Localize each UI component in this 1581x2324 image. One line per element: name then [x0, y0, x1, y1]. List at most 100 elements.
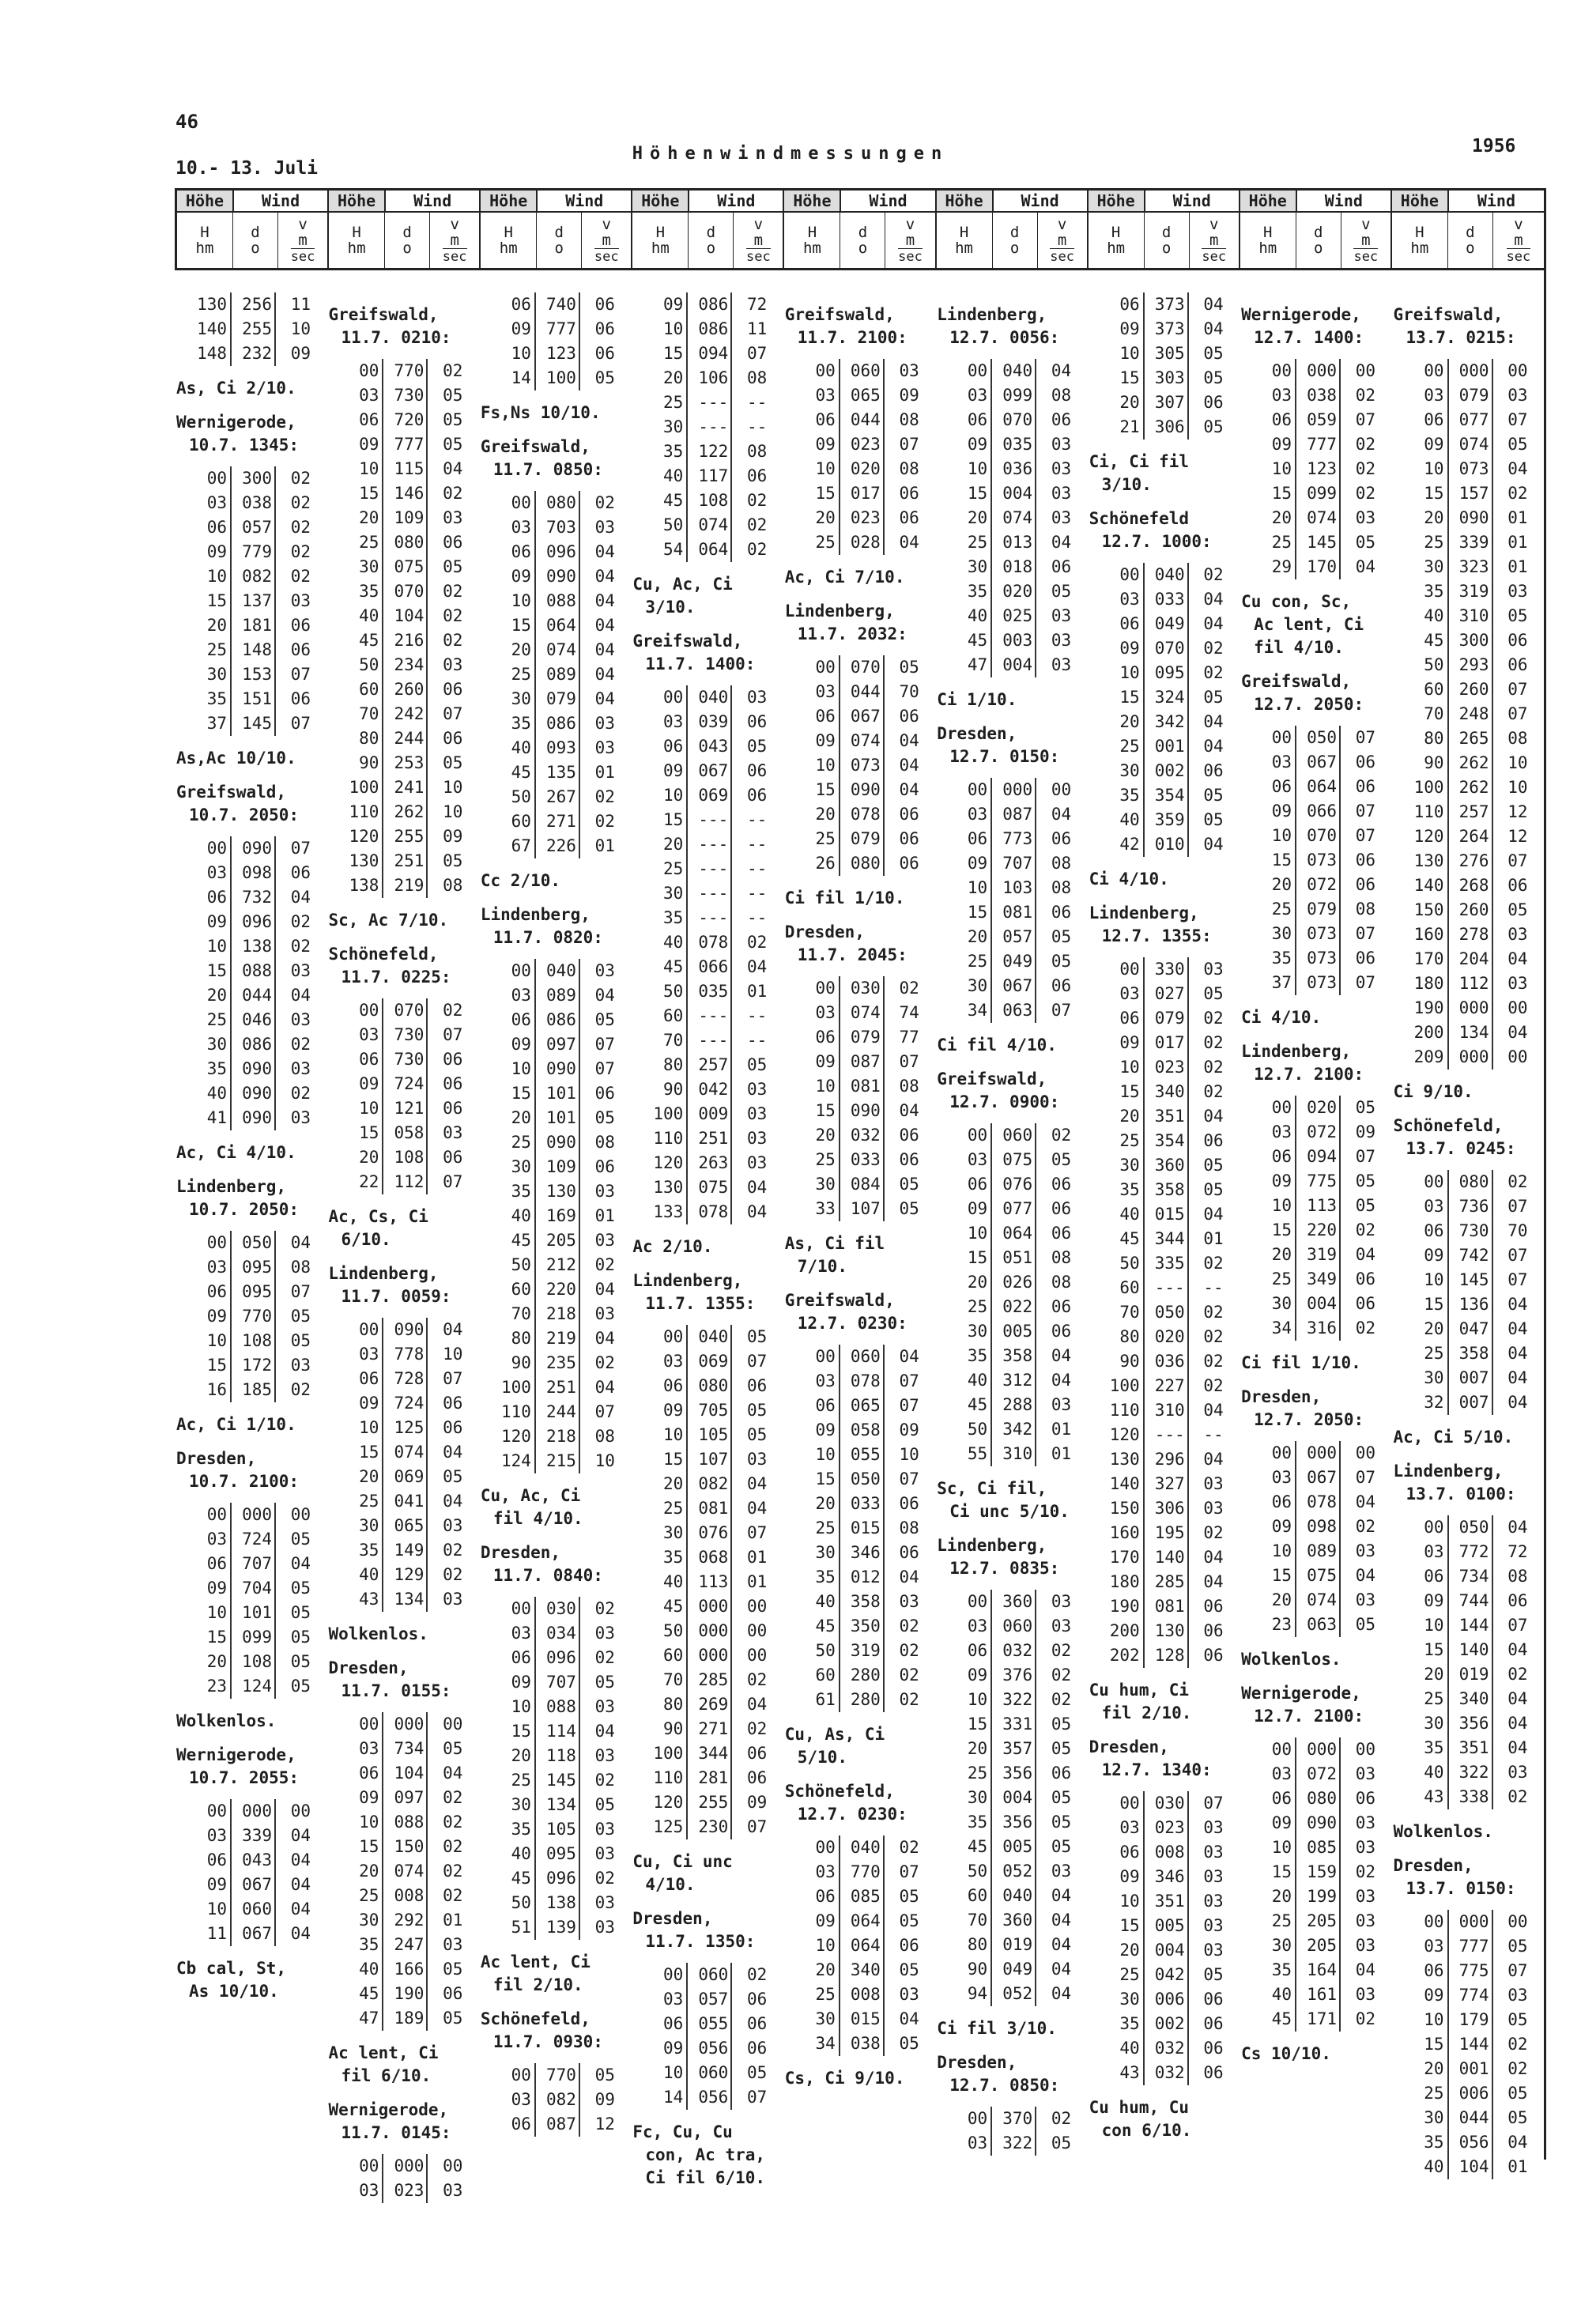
direction-cell: 000	[1447, 996, 1492, 1021]
table-row: 110 251 03	[631, 1126, 783, 1151]
table-row: 09 707 08	[935, 851, 1087, 876]
direction-cell: 724	[382, 1391, 426, 1416]
table-row: 30 004 06	[1240, 1292, 1391, 1316]
table-row: 00 090 04	[326, 1318, 478, 1342]
speed-cell: 03	[578, 515, 617, 540]
speed-cell: 07	[578, 1057, 617, 1081]
height-cell: 30	[359, 1911, 379, 1930]
note-line: 13.7. 0245:	[1406, 1139, 1516, 1158]
height-cell: 20	[815, 1126, 836, 1145]
note-line: Lindenberg,	[1241, 1042, 1352, 1061]
speed-cell: 03	[730, 685, 768, 710]
table-row: 90 262 10	[1392, 751, 1544, 775]
height-cell: 30	[1119, 1990, 1140, 2009]
speed-cell: 07	[730, 1815, 768, 1839]
header-m-unit: m	[298, 231, 308, 249]
note-line: Ci fil 1/10.	[784, 888, 905, 907]
direction-cell: 040	[838, 1835, 883, 1860]
note-line: 12.7. 2050:	[1254, 1410, 1364, 1429]
table-row: 15 331 05	[935, 1712, 1087, 1737]
speed-cell: 02	[730, 489, 768, 513]
direction-cell: 038	[230, 491, 274, 515]
header-deg-unit: o	[402, 240, 412, 257]
speed-cell: 05	[1187, 783, 1225, 808]
height-cell: 10	[1271, 1838, 1292, 1857]
speed-cell: 12	[578, 2112, 617, 2137]
direction-cell: 095	[1142, 661, 1187, 685]
direction-cell: 067	[686, 759, 730, 783]
direction-cell: 169	[534, 1204, 579, 1228]
table-row: 30 084 05	[783, 1172, 935, 1197]
header-sec-unit: sec	[442, 247, 467, 265]
direction-cell: 356	[990, 1810, 1035, 1835]
speed-cell: 02	[1491, 1662, 1530, 1687]
table-row: 03 023 03	[326, 2179, 478, 2203]
speed-cell: 06	[426, 1145, 464, 1170]
direction-cell: 070	[382, 579, 426, 604]
speed-cell: 01	[1491, 506, 1530, 530]
table-row: 35 056 04	[1392, 2130, 1544, 2155]
note-line: Cu, Ac, Ci	[480, 1486, 581, 1505]
direction-cell: ---	[1142, 1276, 1187, 1300]
height-cell: 130	[653, 1178, 684, 1197]
height-cell: 03	[815, 1862, 836, 1881]
speed-cell: 03	[274, 589, 312, 613]
height-cell: 10	[663, 786, 684, 805]
table-row: 32 007 04	[1392, 1390, 1544, 1415]
height-cell: 25	[967, 952, 988, 971]
height-cell: 20	[967, 508, 988, 527]
height-cell: 10	[1424, 459, 1444, 478]
height-cell: 09	[206, 912, 227, 931]
header-row: Höhe Wind	[1088, 191, 1239, 213]
height-cell: 15	[1424, 1295, 1444, 1314]
direction-cell: 090	[230, 1081, 274, 1106]
speed-cell: 04	[578, 1326, 617, 1351]
speed-cell: 06	[730, 759, 768, 783]
table-row: 25 349 06	[1240, 1267, 1391, 1292]
direction-cell: 070	[1295, 824, 1339, 848]
table-row: 10 088 04	[479, 589, 631, 613]
direction-cell: 373	[1142, 292, 1187, 317]
direction-cell: 074	[838, 1001, 883, 1025]
table-row: 06 730 06	[326, 1047, 478, 1072]
table-row: 10 113 05	[1240, 1194, 1391, 1218]
speed-cell: 03	[1035, 628, 1073, 653]
table-row: 00 330 03	[1088, 957, 1240, 982]
direction-cell: 300	[230, 466, 274, 491]
speed-cell: 06	[882, 1541, 921, 1565]
direction-cell: 354	[1142, 1129, 1187, 1153]
station-note: Cs 10/10.	[1241, 2043, 1391, 2066]
height-cell: 03	[359, 2181, 379, 2200]
height-cell: 20	[1424, 1319, 1444, 1338]
height-cell: 00	[1119, 1794, 1140, 1813]
table-row: 15 140 04	[1392, 1638, 1544, 1662]
direction-cell: 074	[1447, 432, 1492, 457]
table-row: 47 189 05	[326, 2006, 478, 2031]
speed-cell: 05	[730, 1325, 768, 1349]
height-cell: 120	[653, 1793, 684, 1812]
table-row: 10 089 03	[1240, 1539, 1391, 1564]
station-note: Ac, Ci 5/10.	[1394, 1426, 1544, 1449]
speed-cell: 04	[1491, 947, 1530, 971]
direction-cell: 775	[1447, 1959, 1492, 1983]
speed-cell: 04	[882, 729, 921, 753]
height-cell: 15	[206, 1628, 227, 1647]
speed-cell: 03	[730, 1151, 768, 1175]
height-cell: 03	[359, 1739, 379, 1758]
height-cell: 180	[1413, 974, 1444, 993]
table-row: 90 036 02	[1088, 1349, 1240, 1374]
header-hm-unit: hm	[347, 240, 366, 257]
height-cell: 120	[1109, 1425, 1140, 1444]
height-cell: 03	[815, 1003, 836, 1022]
table-row: 09 070 02	[1088, 636, 1240, 661]
direction-cell: 134	[534, 1793, 579, 1817]
speed-cell: 07	[1339, 408, 1377, 432]
direction-cell: 146	[382, 481, 426, 506]
speed-cell: 07	[1339, 726, 1377, 750]
direction-cell: 030	[534, 1597, 579, 1621]
header-m-unit: m	[450, 231, 459, 249]
